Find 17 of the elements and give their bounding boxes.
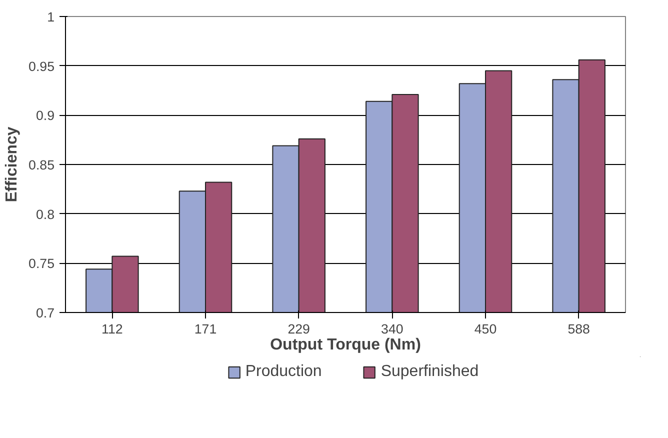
y-tick-label: 0.85	[28, 158, 55, 172]
y-tick-label: 0.75	[28, 256, 55, 272]
legend-label: Superfinished	[380, 363, 479, 381]
x-tick-label: 229	[288, 322, 310, 336]
x-tick-label: 171	[194, 322, 217, 336]
y-tick-label: 0.7	[36, 306, 55, 320]
y-tick-label: 0.8	[36, 206, 55, 222]
y-axis-title: Efficiency	[4, 126, 21, 202]
x-axis-title: Output Torque (Nm)	[270, 336, 421, 354]
y-tick-label: 1	[47, 10, 55, 24]
x-tick-label: 588	[568, 322, 590, 336]
legend-label: Production	[245, 363, 322, 381]
y-tick-label: 0.9	[36, 108, 55, 124]
y-tick-label: 0.95	[28, 58, 55, 74]
x-tick-label: 450	[474, 322, 497, 336]
x-tick-label: 112	[102, 322, 123, 336]
x-tick-label: 340	[381, 322, 404, 336]
